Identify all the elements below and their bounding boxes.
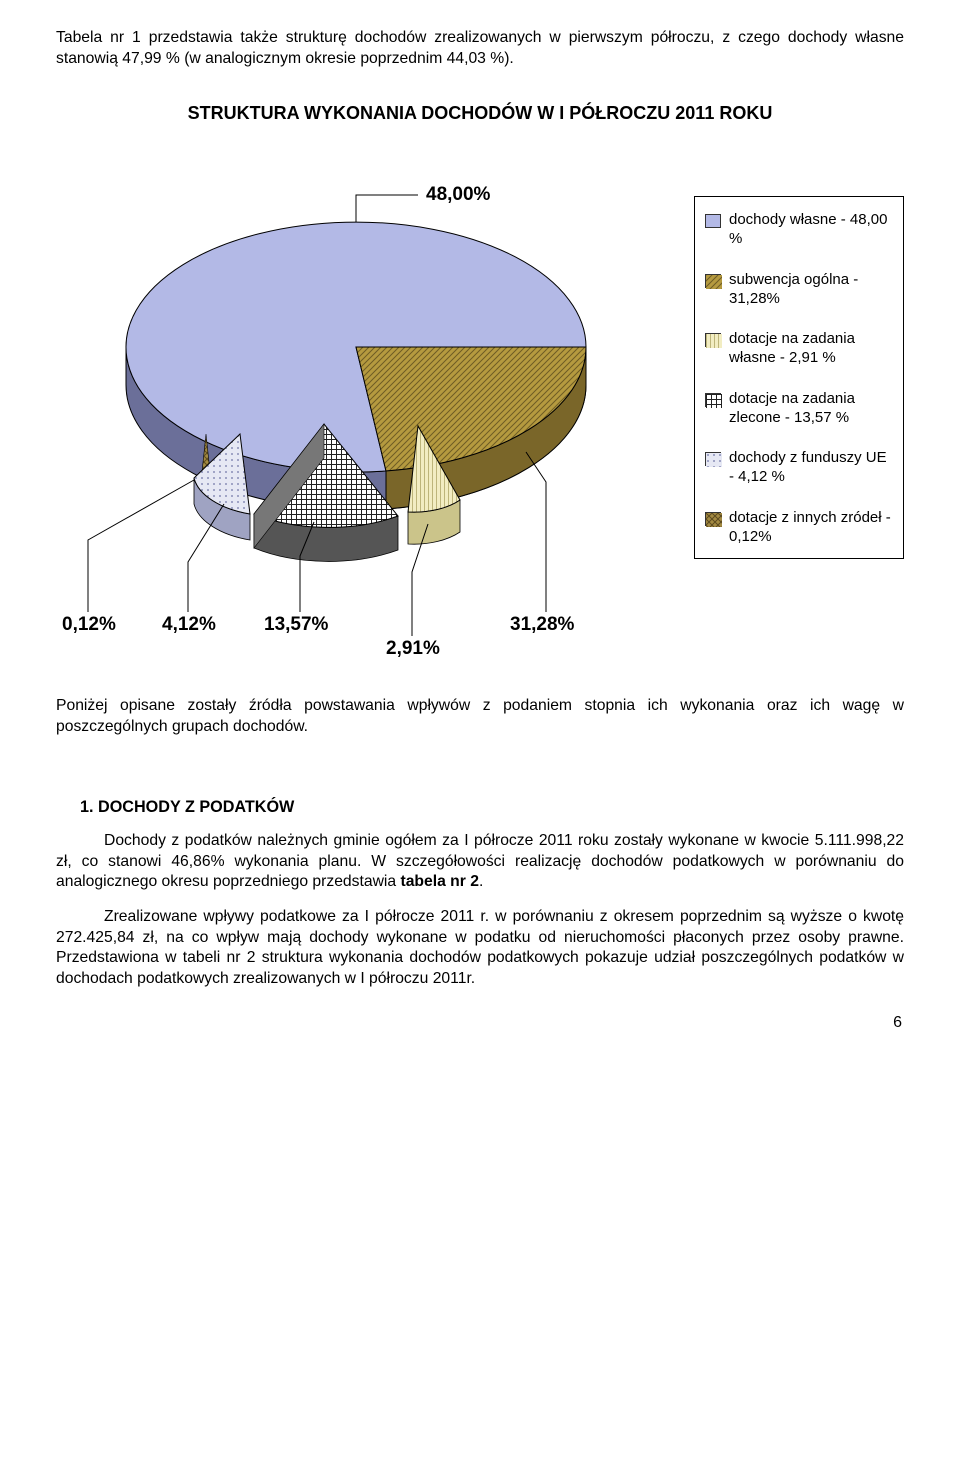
body-paragraph-2: Zrealizowane wpływy podatkowe za I półro… <box>56 907 904 990</box>
legend-label: dotacje na zadania własne - 2,91 % <box>729 330 893 368</box>
transition-paragraph: Poniżej opisane zostały źródła powstawan… <box>56 696 904 737</box>
legend-swatch <box>705 214 721 228</box>
body-paragraph-1: Dochody z podatków należnych gminie ogół… <box>56 831 904 893</box>
legend-label: subwencja ogólna - 31,28% <box>729 271 893 309</box>
legend-item: dochody własne - 48,00 % <box>705 211 893 249</box>
legend-swatch <box>705 452 721 466</box>
section-heading: 1. DOCHODY Z PODATKÓW <box>80 798 904 817</box>
chart-label-3128: 31,28% <box>510 614 574 636</box>
legend-swatch <box>705 333 721 347</box>
legend-swatch <box>705 274 721 288</box>
legend-label: dotacje na zadania zlecone - 13,57 % <box>729 390 893 428</box>
legend-label: dochody z funduszy UE - 4,12 % <box>729 449 893 487</box>
intro-paragraph: Tabela nr 1 przedstawia także strukturę … <box>56 28 904 69</box>
chart-title: STRUKTURA WYKONANIA DOCHODÓW W I PÓŁROCZ… <box>56 103 904 124</box>
chart-label-012: 0,12% <box>62 614 116 636</box>
legend-item: subwencja ogólna - 31,28% <box>705 271 893 309</box>
legend-item: dotacje z innych zródeł - 0,12% <box>705 509 893 547</box>
legend-label: dotacje z innych zródeł - 0,12% <box>729 509 893 547</box>
chart-legend: dochody własne - 48,00 % subwencja ogóln… <box>694 196 904 559</box>
legend-label: dochody własne - 48,00 % <box>729 211 893 249</box>
legend-swatch <box>705 512 721 526</box>
legend-item: dochody z funduszy UE - 4,12 % <box>705 449 893 487</box>
chart-label-1357: 13,57% <box>264 614 328 636</box>
chart-label-412: 4,12% <box>162 614 216 636</box>
legend-item: dotacje na zadania własne - 2,91 % <box>705 330 893 368</box>
legend-item: dotacje na zadania zlecone - 13,57 % <box>705 390 893 428</box>
page-number: 6 <box>56 1014 904 1032</box>
legend-swatch <box>705 393 721 407</box>
chart-label-291: 2,91% <box>386 638 440 660</box>
pie-chart: 48,00% <box>56 152 904 662</box>
